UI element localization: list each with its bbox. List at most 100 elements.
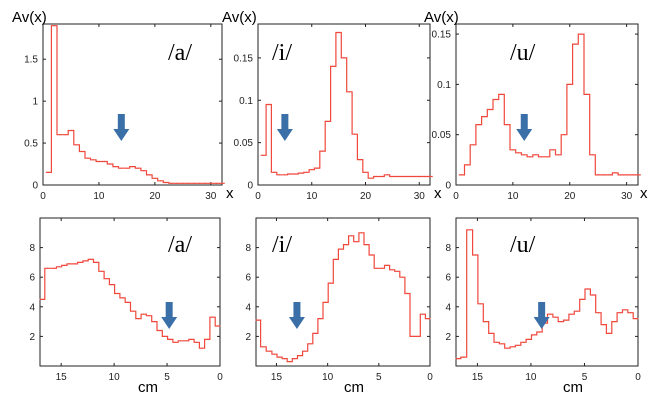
data-point xyxy=(221,182,223,184)
data-point xyxy=(597,312,600,314)
data-point xyxy=(620,174,622,176)
data-point xyxy=(217,325,219,327)
data-point xyxy=(143,313,145,315)
y-tick-label: 6 xyxy=(29,273,35,284)
data-point xyxy=(305,171,307,173)
plot-frame xyxy=(455,217,639,367)
data-point xyxy=(115,166,117,168)
y-tick-label: 0 xyxy=(247,181,253,192)
plot-frame xyxy=(39,217,221,367)
vowel-label: /u/ xyxy=(510,40,536,66)
data-point xyxy=(518,152,520,154)
data-point xyxy=(153,321,155,323)
x-tick-label: 30 xyxy=(414,191,426,202)
data-point xyxy=(212,316,214,318)
data-point xyxy=(466,164,468,166)
data-point xyxy=(555,316,557,318)
chart-panel-5: 2 4 6 8 15 10 5 0/i/cm xyxy=(245,217,433,395)
data-point xyxy=(196,341,198,343)
data-point xyxy=(489,108,491,111)
y-tick-label: 0 xyxy=(32,181,38,192)
vowel-label: /a/ xyxy=(168,40,192,66)
data-point xyxy=(474,254,476,256)
data-point xyxy=(109,163,111,165)
data-point xyxy=(401,276,403,278)
data-point xyxy=(587,288,589,290)
data-point xyxy=(529,156,531,158)
data-point xyxy=(560,321,562,323)
x-tick-label: 5 xyxy=(164,372,170,383)
data-point xyxy=(327,120,329,122)
data-point xyxy=(199,182,201,184)
data-point xyxy=(159,180,162,182)
data-point xyxy=(64,134,66,136)
data-point xyxy=(278,356,281,358)
data-point xyxy=(330,282,332,284)
x-tick-label: 10 xyxy=(525,372,537,383)
x-tick-label: 0 xyxy=(255,191,261,202)
data-point xyxy=(512,346,514,348)
data-point xyxy=(495,98,497,101)
data-point xyxy=(348,91,350,93)
data-point xyxy=(375,175,377,178)
data-point xyxy=(131,166,134,168)
data-point xyxy=(614,172,616,174)
data-point xyxy=(386,174,388,176)
y-tick-label: 1.5 xyxy=(24,55,38,66)
data-point xyxy=(597,174,599,176)
data-point xyxy=(457,358,459,360)
data-point xyxy=(540,156,542,158)
data-point xyxy=(546,156,548,158)
x-tick-label: 15 xyxy=(271,372,283,383)
data-point xyxy=(190,338,192,340)
data-point xyxy=(58,266,60,268)
data-point xyxy=(174,341,177,343)
data-point xyxy=(90,258,92,260)
x-axis-label: x xyxy=(226,185,234,202)
chart-panel-1: 0 0.5 1 1.5 0 10 20 30/a/Av(x) x xyxy=(12,9,234,202)
y-tick-label: 2 xyxy=(445,332,451,343)
data-point xyxy=(120,167,122,169)
data-point xyxy=(262,154,264,156)
data-point xyxy=(576,310,578,312)
data-point xyxy=(311,169,313,171)
data-point xyxy=(299,355,301,357)
data-point xyxy=(371,254,373,256)
data-point xyxy=(528,338,530,340)
y-tick-label: 2 xyxy=(245,332,251,343)
x-axis-label: cm xyxy=(563,379,583,395)
data-point xyxy=(284,358,286,360)
data-point xyxy=(386,264,388,266)
data-point xyxy=(462,356,465,358)
series-line xyxy=(39,258,221,349)
data-point xyxy=(63,264,65,266)
data-point xyxy=(59,134,61,136)
data-point xyxy=(319,318,322,320)
data-point xyxy=(116,292,118,295)
data-point xyxy=(391,175,393,178)
data-point xyxy=(53,267,55,269)
down-arrow-icon xyxy=(161,302,178,329)
y-tick-label: 2 xyxy=(29,332,35,343)
data-point xyxy=(355,241,357,243)
data-point xyxy=(103,160,106,163)
y-tick-label: 0.5 xyxy=(24,139,38,150)
data-point xyxy=(338,31,340,34)
data-point xyxy=(132,310,134,312)
x-tick-label: 5 xyxy=(582,372,588,383)
data-point xyxy=(210,182,212,184)
x-tick-label: 10 xyxy=(507,191,519,202)
data-point xyxy=(159,329,161,332)
data-point xyxy=(603,324,605,326)
data-point xyxy=(79,261,81,263)
data-point xyxy=(506,124,508,126)
y-axis-label: Av(x) xyxy=(222,9,257,26)
y-axis-label: Av(x) xyxy=(424,9,459,26)
data-point xyxy=(500,93,503,95)
y-tick-label: 6 xyxy=(245,273,251,284)
data-point xyxy=(309,343,311,345)
x-axis-label: x xyxy=(640,185,648,202)
plot-frame xyxy=(255,217,431,367)
data-point xyxy=(180,340,182,342)
